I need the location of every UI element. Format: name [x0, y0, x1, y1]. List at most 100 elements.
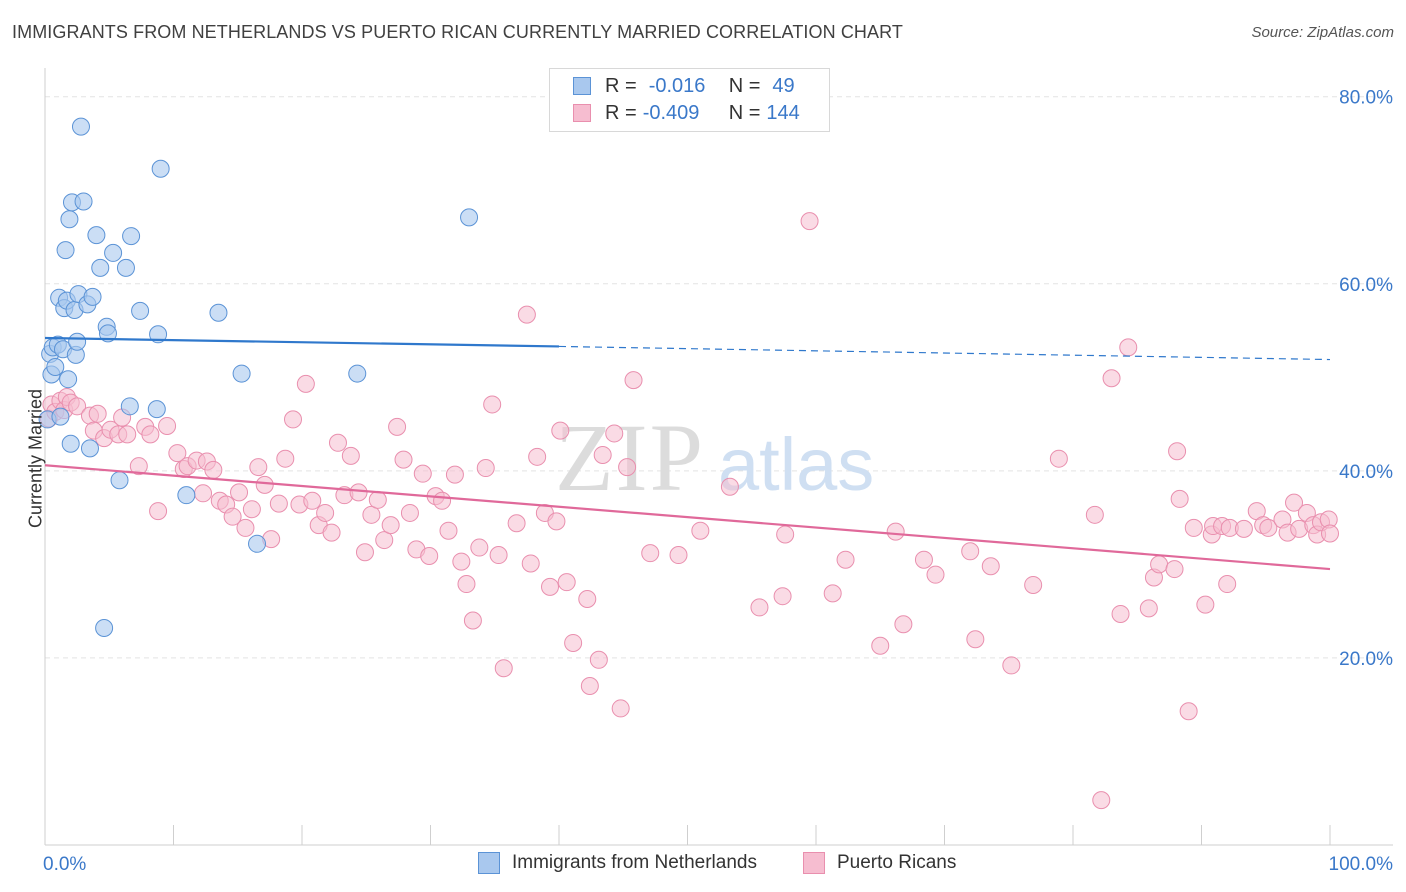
netherlands-points: [38, 117, 479, 637]
puerto-ricans-point: [773, 587, 792, 606]
puerto-ricans-point: [1085, 505, 1104, 524]
puerto-ricans-point: [611, 699, 630, 718]
netherlands-point: [61, 434, 80, 453]
netherlands-point: [348, 364, 367, 383]
puerto-ricans-point: [886, 522, 905, 541]
puerto-ricans-point: [316, 503, 335, 522]
puerto-ricans-point: [129, 457, 148, 476]
puerto-ricans-point: [328, 433, 347, 452]
legend-row-netherlands: R = -0.016 N = 49: [550, 73, 795, 99]
netherlands-point: [147, 400, 166, 419]
puerto-ricans-point: [204, 460, 223, 479]
netherlands-point: [120, 397, 139, 416]
netherlands-point: [91, 258, 110, 277]
bottom-legend-label: Immigrants from Netherlands: [512, 852, 757, 873]
puerto-ricans-point: [230, 483, 249, 502]
puerto-ricans-point: [836, 550, 855, 569]
legend-r-label: R =: [605, 74, 637, 97]
puerto-ricans-point: [871, 636, 890, 655]
puerto-ricans-point: [564, 633, 583, 652]
puerto-ricans-point: [88, 404, 107, 423]
puerto-ricans-point: [168, 444, 187, 463]
puerto-ricans-point: [476, 459, 495, 478]
puerto-ricans-point: [1119, 338, 1138, 357]
puerto-ricans-point: [296, 374, 315, 393]
puerto-ricans-point: [1102, 369, 1121, 388]
y-tick-label: 80.0%: [1339, 88, 1393, 109]
puerto-ricans-point: [470, 538, 489, 557]
puerto-ricans-point: [284, 410, 303, 429]
puerto-ricans-point: [605, 424, 624, 443]
puerto-ricans-point: [750, 598, 769, 617]
puerto-ricans-point: [276, 449, 295, 468]
netherlands-point: [56, 241, 75, 260]
chart-title: IMMIGRANTS FROM NETHERLANDS VS PUERTO RI…: [12, 22, 903, 42]
puerto-ricans-point: [1259, 518, 1278, 537]
puerto-ricans-point: [249, 458, 268, 477]
netherlands-point: [74, 192, 93, 211]
puerto-ricans-point: [349, 483, 368, 502]
netherlands-point: [87, 226, 106, 245]
puerto-ricans-point: [580, 676, 599, 695]
netherlands-point: [116, 258, 135, 277]
netherlands-point: [177, 486, 196, 505]
puerto-ricans-point: [1285, 493, 1304, 512]
legend-r-label: R =: [605, 101, 637, 124]
puerto-ricans-point: [494, 659, 513, 678]
puerto-ricans-point: [322, 523, 341, 542]
puerto-ricans-point: [242, 500, 261, 519]
puerto-ricans-point: [394, 450, 413, 469]
puerto-ricans-point: [341, 446, 360, 465]
puerto-ricans-point: [541, 577, 560, 596]
puerto-ricans-point: [489, 546, 508, 565]
x-tick-label: 100.0%: [1329, 854, 1394, 875]
netherlands-trendline-extension: [558, 345, 1331, 361]
netherlands-point: [71, 117, 90, 136]
puerto-ricans-point: [1150, 555, 1169, 574]
puerto-ricans-point: [433, 491, 452, 510]
puerto-ricans-point: [388, 417, 407, 436]
puerto-ricans-point: [194, 484, 213, 503]
x-tick-label: 0.0%: [43, 854, 86, 875]
puerto-ricans-point: [381, 516, 400, 535]
y-tick-label: 60.0%: [1339, 275, 1393, 296]
netherlands-point: [60, 210, 79, 229]
puerto-ricans-point: [413, 464, 432, 483]
y-tick-label: 40.0%: [1339, 462, 1393, 483]
puerto-ricans-point: [776, 525, 795, 544]
bottom-legend-label: Puerto Ricans: [837, 852, 957, 873]
axes: [44, 68, 1393, 846]
netherlands-point: [80, 439, 99, 458]
puerto-ricans-point: [1024, 575, 1043, 594]
legend-r-value: -0.409: [642, 101, 700, 124]
source-label: Source: ZipAtlas.com: [1251, 24, 1394, 41]
puerto-ricans-point: [400, 503, 419, 522]
legend-n-label: N =: [728, 101, 761, 124]
puerto-ricans-point: [1196, 595, 1215, 614]
netherlands-point: [122, 227, 141, 246]
tick-labels: 20.0% 40.0% 60.0% 80.0% 0.0% 100.0%: [43, 88, 1393, 875]
puerto-ricans-point: [1218, 575, 1237, 594]
puerto-ricans-point: [1092, 791, 1111, 810]
netherlands-point: [83, 287, 102, 306]
netherlands-point: [95, 618, 114, 637]
bottom-legend-puerto-ricans: Puerto Ricans: [803, 852, 956, 874]
puerto-ricans-point: [551, 421, 570, 440]
puerto-ricans-point: [223, 507, 242, 526]
netherlands-point: [59, 370, 78, 389]
puerto-ricans-point: [1139, 599, 1158, 618]
puerto-ricans-point: [528, 447, 547, 466]
puerto-ricans-point: [691, 521, 710, 540]
watermark-atlas: atlas: [718, 423, 874, 506]
puerto-ricans-point: [618, 458, 637, 477]
y-axis-label: Currently Married: [25, 388, 46, 529]
netherlands-point: [51, 407, 70, 426]
puerto-ricans-point: [375, 531, 394, 550]
puerto-ricans-point: [1168, 442, 1187, 461]
netherlands-point: [232, 364, 251, 383]
puerto-ricans-point: [961, 542, 980, 561]
puerto-ricans-point: [914, 550, 933, 569]
bottom-legend-netherlands: Immigrants from Netherlands: [478, 852, 757, 874]
puerto-ricans-point: [483, 395, 502, 414]
netherlands-point: [131, 301, 150, 320]
